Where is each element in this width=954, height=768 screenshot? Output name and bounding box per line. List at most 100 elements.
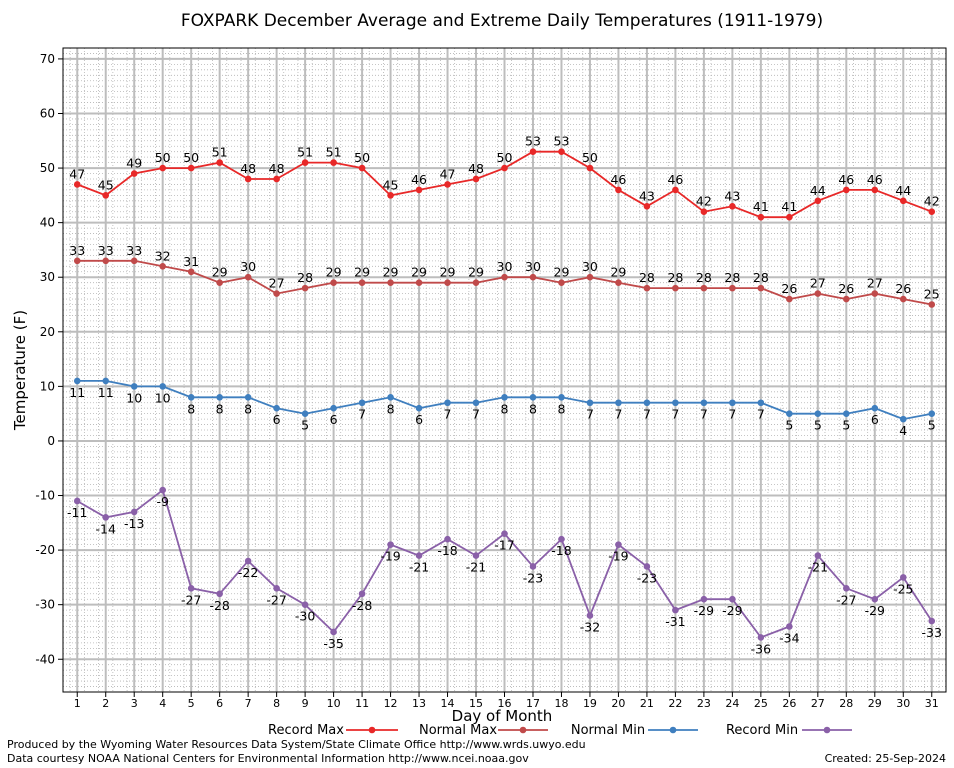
normal-max-point bbox=[843, 295, 850, 303]
record-max-data-label: 51 bbox=[212, 145, 228, 160]
record-min-data-label: -21 bbox=[808, 560, 828, 575]
record-min-data-label: -18 bbox=[551, 543, 571, 558]
x-tick-label: 28 bbox=[839, 697, 853, 710]
record-max-data-label: 46 bbox=[411, 172, 427, 187]
normal-min-point bbox=[301, 410, 309, 417]
record-max-data-label: 48 bbox=[240, 161, 256, 176]
record-min-data-label: -23 bbox=[637, 570, 657, 585]
record-max-point bbox=[330, 159, 337, 166]
normal-max-data-label: 30 bbox=[582, 259, 598, 274]
record-min-point bbox=[814, 552, 822, 559]
record-max-data-label: 50 bbox=[582, 150, 598, 165]
x-tick-label: 8 bbox=[273, 697, 280, 710]
normal-min-data-label: 5 bbox=[814, 418, 822, 433]
record-max-data-label: 46 bbox=[667, 172, 683, 187]
record-min-point bbox=[586, 612, 594, 619]
y-tick-label: -10 bbox=[35, 489, 55, 503]
record-min-data-label: -14 bbox=[96, 521, 116, 536]
record-min-data-label: -27 bbox=[181, 592, 201, 607]
normal-min-point bbox=[415, 404, 423, 412]
record-max-point bbox=[444, 181, 451, 188]
normal-min-point bbox=[871, 404, 879, 412]
normal-min-data-label: 7 bbox=[643, 407, 651, 422]
normal-min-point bbox=[273, 404, 280, 412]
x-tick-label: 10 bbox=[327, 697, 341, 710]
x-tick-label: 1 bbox=[74, 697, 81, 710]
normal-max-point bbox=[786, 295, 793, 303]
record-min-data-label: -21 bbox=[466, 560, 486, 575]
record-min-data-label: -36 bbox=[751, 641, 771, 656]
record-max-point bbox=[273, 175, 280, 183]
normal-max-point bbox=[899, 295, 907, 303]
record-max-point bbox=[899, 197, 907, 205]
x-tick-label: 4 bbox=[159, 697, 166, 710]
normal-max-data-label: 28 bbox=[696, 270, 712, 285]
normal-min-data-label: 10 bbox=[126, 390, 142, 405]
record-max-data-label: 43 bbox=[639, 188, 655, 203]
record-max-data-label: 48 bbox=[468, 161, 484, 176]
record-min-data-label: -35 bbox=[323, 636, 343, 651]
legend-marker bbox=[669, 726, 677, 734]
record-min-point bbox=[358, 590, 366, 598]
record-min-point bbox=[102, 514, 110, 521]
record-min-data-label: -9 bbox=[156, 494, 169, 509]
record-min-data-label: -23 bbox=[523, 570, 543, 585]
x-tick-label: 11 bbox=[355, 697, 369, 710]
y-tick-label: -40 bbox=[35, 652, 55, 666]
normal-min-data-label: 6 bbox=[415, 412, 423, 427]
normal-max-data-label: 28 bbox=[667, 270, 683, 285]
record-max-data-label: 46 bbox=[610, 172, 626, 187]
normal-max-data-label: 32 bbox=[155, 248, 171, 263]
record-min-point bbox=[216, 590, 223, 598]
normal-max-data-label: 29 bbox=[440, 265, 456, 280]
record-min-data-label: -19 bbox=[380, 549, 400, 564]
normal-max-data-label: 29 bbox=[411, 265, 427, 280]
record-max-point bbox=[814, 197, 822, 205]
normal-max-point bbox=[672, 284, 679, 292]
x-tick-label: 22 bbox=[668, 697, 682, 710]
x-tick-label: 31 bbox=[925, 697, 939, 710]
x-tick-label: 20 bbox=[611, 697, 625, 710]
record-max-point bbox=[187, 164, 195, 172]
normal-max-point bbox=[102, 257, 110, 265]
record-min-point bbox=[529, 563, 537, 570]
normal-min-data-label: 7 bbox=[586, 407, 594, 422]
y-axis-ticks: -40 -30 -20 -10 0 10 20 30 40 50 60 70 bbox=[35, 52, 63, 666]
normal-max-point bbox=[159, 263, 166, 270]
normal-min-point bbox=[358, 399, 366, 407]
record-max-data-label: 44 bbox=[810, 183, 826, 198]
record-min-data-label: -25 bbox=[893, 581, 913, 596]
x-tick-label: 7 bbox=[245, 697, 252, 710]
normal-min-point bbox=[216, 393, 223, 401]
record-min-point bbox=[843, 585, 850, 592]
record-min-data-label: -19 bbox=[608, 549, 628, 564]
x-tick-label: 5 bbox=[188, 697, 195, 710]
normal-min-point bbox=[643, 399, 651, 407]
record-max-data-label: 49 bbox=[126, 156, 142, 171]
normal-max-data-label: 27 bbox=[269, 276, 285, 291]
x-tick-label: 18 bbox=[554, 697, 568, 710]
record-min-point bbox=[273, 585, 280, 592]
normal-min-data-label: 5 bbox=[842, 418, 850, 433]
record-min-data-label: -31 bbox=[665, 614, 685, 629]
normal-max-data-label: 27 bbox=[810, 276, 826, 291]
normal-min-point bbox=[814, 410, 822, 417]
record-min-data-label: -11 bbox=[67, 505, 87, 520]
x-axis-label: Day of Month bbox=[452, 707, 553, 725]
record-min-data-label: -17 bbox=[494, 538, 514, 553]
record-min-point bbox=[187, 585, 195, 592]
record-max-point bbox=[615, 186, 622, 194]
record-max-point bbox=[586, 164, 594, 172]
normal-max-series: 33 33 33 32 31 29 30 27 28 29 29 29 29 29 29 30 30 29 30 29… bbox=[69, 243, 940, 308]
normal-min-point bbox=[786, 410, 793, 417]
record-min-data-label: -29 bbox=[694, 603, 714, 618]
normal-max-data-label: 26 bbox=[895, 281, 911, 296]
record-max-data-label: 51 bbox=[297, 145, 313, 160]
legend-entry-normal-min: Normal Min bbox=[571, 723, 698, 738]
normal-min-data-label: 7 bbox=[700, 407, 708, 422]
x-tick-label: 29 bbox=[868, 697, 882, 710]
record-max-data-label: 53 bbox=[554, 134, 570, 149]
normal-max-point bbox=[130, 257, 138, 265]
x-tick-label: 19 bbox=[583, 697, 597, 710]
